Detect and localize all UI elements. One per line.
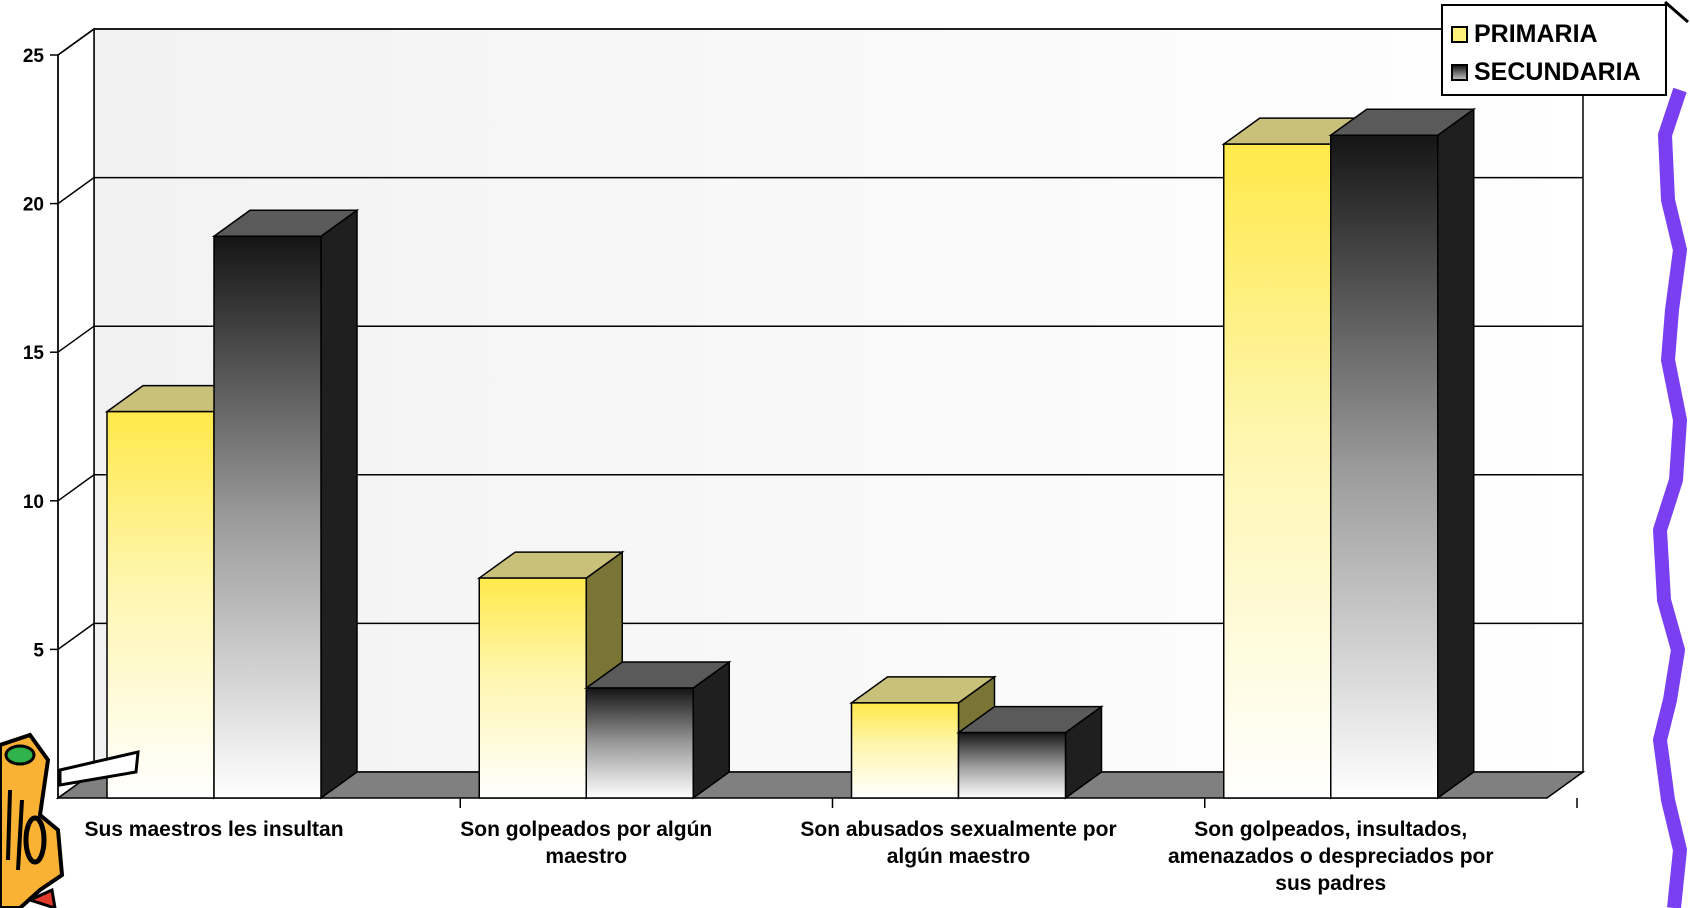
category-label-insultan: Sus maestros les insultan xyxy=(84,818,344,841)
y-tick-label: 10 xyxy=(23,492,44,513)
bars xyxy=(104,107,1477,800)
legend-label-primaria: PRIMARIA xyxy=(1474,19,1598,48)
legend: PRIMARIA SECUNDARIA xyxy=(1441,4,1667,96)
bar-primaria-3 xyxy=(849,675,997,800)
bar-secundaria-2 xyxy=(583,660,732,800)
bar-secundaria-3 xyxy=(956,705,1104,800)
corner-line-decoration xyxy=(1664,0,1689,24)
legend-swatch-secundaria xyxy=(1451,63,1468,81)
y-tick-label: 20 xyxy=(23,195,44,216)
gridline xyxy=(57,28,1583,56)
legend-swatch-primaria xyxy=(1451,25,1468,43)
y-tick-label: 15 xyxy=(23,343,45,364)
legend-label-secundaria: SECUNDARIA xyxy=(1474,57,1641,86)
gridline xyxy=(57,474,1583,502)
category-label-golpeados-maestro: Son golpeados por algún maestro xyxy=(460,818,713,868)
legend-entry-primaria: PRIMARIA xyxy=(1451,16,1598,52)
purple-squiggle-decoration xyxy=(1653,87,1687,908)
bar-secundaria-4 xyxy=(1328,107,1477,800)
side-wall xyxy=(57,27,95,800)
clipart-decoration xyxy=(0,732,140,908)
category-label-abusados: Son abusados sexualmente por algún maest… xyxy=(800,818,1117,868)
y-tick-label: 25 xyxy=(23,46,45,67)
y-axis-ticks: 5 10 15 20 25 xyxy=(23,46,1578,808)
bar-secundaria-1 xyxy=(211,208,360,800)
y-tick-label: 5 xyxy=(33,640,44,661)
gridline xyxy=(57,176,1583,205)
legend-entry-secundaria: SECUNDARIA xyxy=(1451,54,1641,90)
category-label-padres: Son golpeados, insultados, amenazados o … xyxy=(1167,818,1494,895)
gridline xyxy=(57,325,1583,353)
gridline xyxy=(57,622,1583,651)
